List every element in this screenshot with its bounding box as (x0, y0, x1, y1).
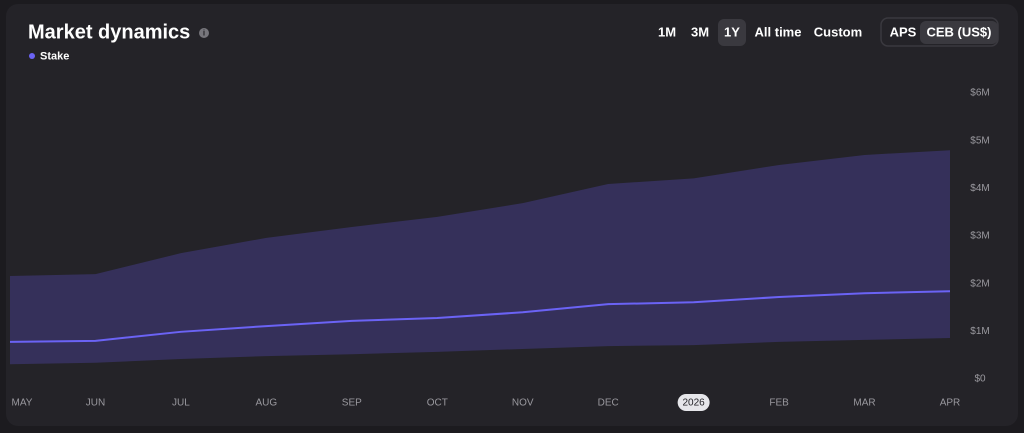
band-area (10, 150, 950, 365)
chart-title: Market dynamics (28, 21, 190, 43)
y-tick-label: $2M (970, 278, 989, 289)
x-tick-label: MAY (12, 398, 33, 409)
x-tick-label: JUN (86, 398, 105, 409)
range-button[interactable]: 1M (658, 24, 676, 39)
x-tick-label: FEB (769, 398, 789, 409)
range-button[interactable]: 1Y (724, 24, 740, 39)
x-tick-label: SEP (342, 398, 362, 409)
x-tick-label: 2026 (683, 398, 706, 409)
y-tick-label: $0 (974, 374, 986, 385)
legend-marker (29, 53, 35, 59)
range-selected-bg (718, 19, 746, 46)
x-tick-label: DEC (598, 398, 619, 409)
currency-button[interactable]: CEB (US$) (926, 24, 991, 39)
x-tick-label: OCT (427, 398, 448, 409)
currency-button[interactable]: APS (890, 24, 917, 39)
y-tick-label: $6M (970, 88, 989, 99)
range-button[interactable]: All time (755, 24, 802, 39)
range-button[interactable]: Custom (814, 24, 862, 39)
y-tick-label: $4M (970, 183, 989, 194)
series-line (9, 290, 951, 343)
info-icon[interactable] (199, 28, 209, 38)
x-tick-label: AUG (256, 398, 278, 409)
range-button[interactable]: 3M (691, 24, 709, 39)
y-tick-label: $3M (970, 231, 989, 242)
x-tick-label: MAR (853, 398, 875, 409)
x-tick-label: APR (940, 398, 961, 409)
y-tick-label: $1M (970, 326, 989, 337)
y-tick-label: $5M (970, 135, 989, 146)
x-tick-label: NOV (512, 398, 534, 409)
x-tick-label: JUL (172, 398, 190, 409)
x-label-pill (677, 394, 710, 411)
currency-selected-bg (920, 21, 998, 44)
legend-label: Stake (40, 50, 69, 62)
info-icon-glyph: i (203, 29, 205, 38)
